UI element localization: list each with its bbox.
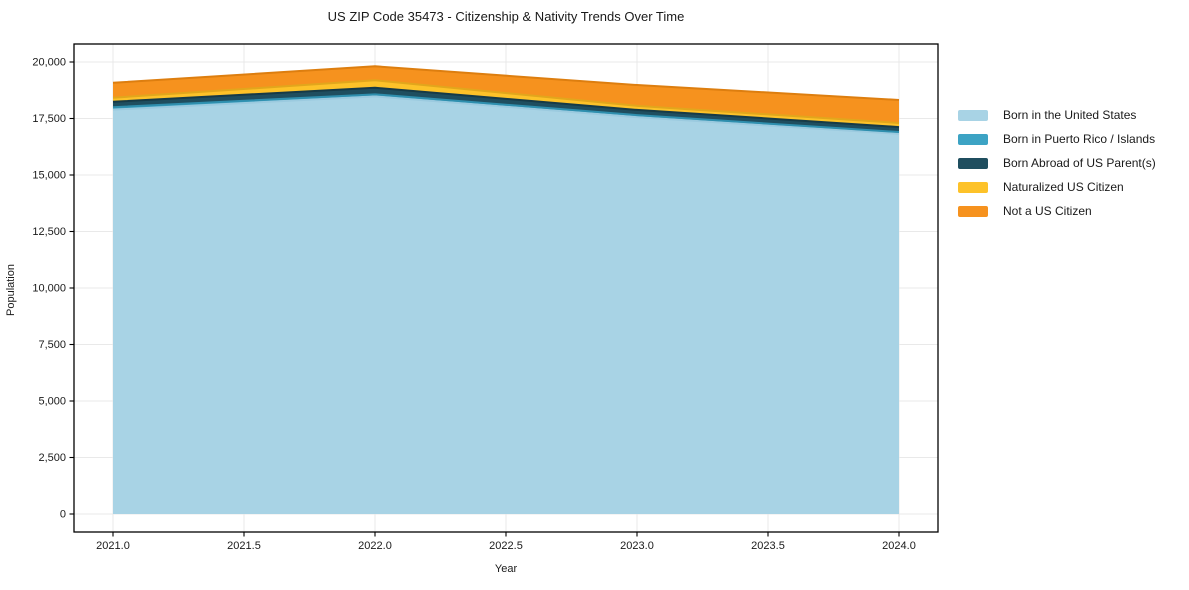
area-edge-4: [112, 65, 900, 101]
legend-label: Born in the United States: [1003, 108, 1137, 122]
stacked-area-0: [113, 96, 899, 515]
legend-label: Naturalized US Citizen: [1003, 180, 1124, 194]
legend-label: Born in Puerto Rico / Islands: [1003, 132, 1156, 146]
legend-item: Born Abroad of US Parent(s): [958, 151, 1156, 175]
area-edge-1: [112, 93, 900, 134]
x-tick-label: 2021.5: [227, 540, 261, 552]
legend-label: Not a US Citizen: [1003, 204, 1092, 218]
y-axis-label: Population: [5, 264, 17, 316]
legend-item: Born in the United States: [958, 103, 1156, 127]
stacked-area-4: [113, 66, 899, 124]
area-edge-0: [112, 95, 900, 135]
x-tick-label: 2022.5: [489, 540, 523, 552]
y-tick-label: 0: [60, 509, 66, 521]
area-edge-3: [112, 79, 900, 125]
y-tick-label: 2,500: [38, 452, 66, 464]
chart-title: US ZIP Code 35473 - Citizenship & Nativi…: [327, 9, 685, 24]
legend-swatch-icon: [958, 133, 988, 145]
legend-swatch-icon: [958, 181, 988, 193]
legend-swatch-icon: [958, 109, 988, 121]
x-tick-label: 2023.5: [751, 540, 785, 552]
x-tick-label: 2024.0: [882, 540, 916, 552]
x-tick-label: 2023.0: [620, 540, 654, 552]
y-tick-label: 17,500: [32, 113, 66, 125]
legend-swatch-icon: [958, 157, 988, 169]
y-tick-label: 20,000: [32, 57, 66, 69]
legend-item: Naturalized US Citizen: [958, 175, 1156, 199]
y-tick-label: 5,000: [38, 396, 66, 408]
x-axis-label: Year: [495, 563, 518, 575]
x-tick-label: 2021.0: [96, 540, 130, 552]
y-tick-label: 7,500: [38, 339, 66, 351]
legend: Born in the United States Born in Puerto …: [958, 103, 1156, 223]
area-edge-2: [112, 86, 900, 129]
y-tick-label: 12,500: [32, 226, 66, 238]
y-tick-label: 10,000: [32, 283, 66, 295]
legend-item: Not a US Citizen: [958, 199, 1156, 223]
x-tick-label: 2022.0: [358, 540, 392, 552]
legend-swatch-icon: [958, 205, 988, 217]
y-tick-label: 15,000: [32, 170, 66, 182]
legend-item: Born in Puerto Rico / Islands: [958, 127, 1156, 151]
legend-label: Born Abroad of US Parent(s): [1003, 156, 1156, 170]
